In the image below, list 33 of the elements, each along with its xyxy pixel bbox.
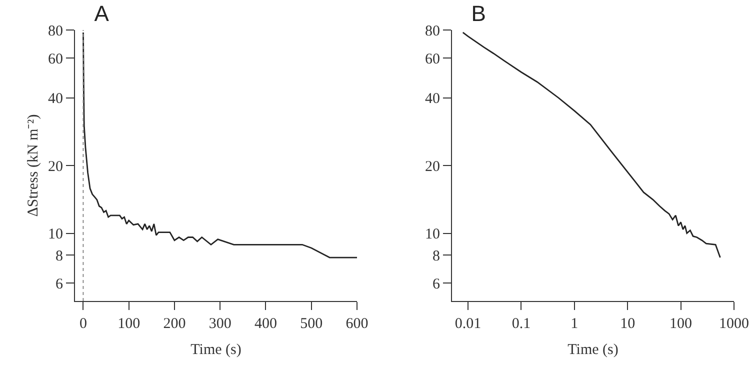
y-tick-label: 8: [56, 248, 63, 264]
x-tick-label: 0: [79, 316, 87, 332]
chart-title: B: [471, 0, 486, 26]
x-tick-label: 600: [346, 316, 368, 332]
x-tick-label: 1000: [719, 316, 749, 332]
x-tick-label: 100: [118, 316, 140, 332]
y-tick-label: 20: [48, 158, 63, 175]
y-tick-label: 6: [56, 276, 64, 292]
y-tick-label: 80: [425, 23, 440, 40]
y-tick-label: 20: [425, 158, 440, 175]
x-tick-label: 200: [163, 316, 186, 332]
chart-title: A: [94, 0, 110, 26]
x-tick-label: 10: [620, 316, 636, 332]
x-tick-label: 1: [570, 316, 578, 332]
y-tick-label: 6: [432, 276, 440, 292]
y-tick-label: 40: [48, 91, 63, 107]
y-axis-title: ΔStress (kN m⁻²): [25, 114, 42, 217]
x-axis-title: Time (s): [568, 342, 618, 358]
line-series: [82, 32, 357, 258]
y-tick-label: 10: [48, 226, 63, 242]
y-tick-label: 60: [48, 51, 63, 68]
x-tick-label: 300: [208, 316, 232, 332]
y-tick-label: 40: [425, 91, 440, 107]
x-tick-label: 500: [300, 316, 323, 332]
y-tick-label: 60: [425, 51, 440, 68]
x-tick-label: 400: [254, 316, 277, 332]
y-tick-label: 8: [432, 248, 440, 264]
y-tick-label: 10: [425, 226, 440, 242]
x-tick-label: 0.1: [512, 316, 531, 332]
x-axis-title: Time (s): [190, 342, 242, 358]
x-tick-label: 0.01: [454, 316, 482, 332]
y-tick-label: 80: [48, 23, 63, 40]
x-tick-label: 100: [670, 316, 692, 332]
